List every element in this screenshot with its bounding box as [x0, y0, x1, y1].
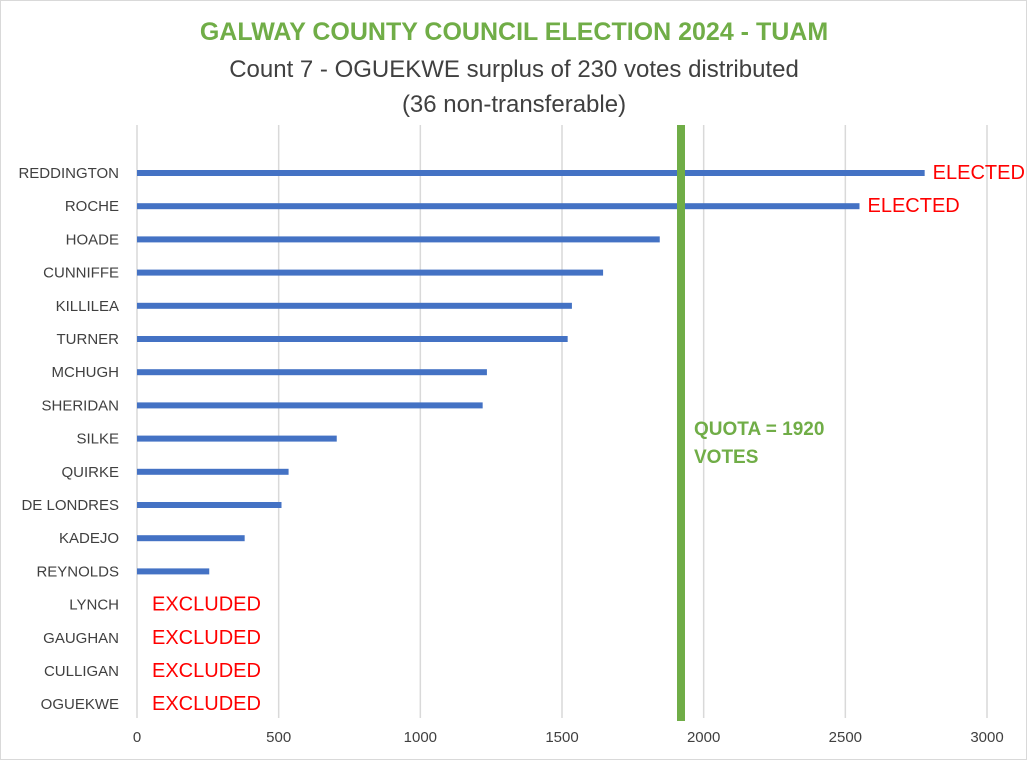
x-tick-label: 2000: [687, 729, 720, 746]
chart-subtitle-line2: (36 non-transferable): [401, 91, 627, 118]
category-label: ROCHE: [65, 198, 119, 215]
category-label: MCHUGH: [52, 364, 120, 381]
bar: [137, 302, 572, 309]
category-label: HOADE: [66, 231, 119, 248]
category-labels: REDDINGTON ROCHE HOADE CUNNIFFE KILLILEA TURN…: [18, 165, 119, 713]
category-label: LYNCH: [69, 597, 119, 614]
bar: [137, 535, 245, 542]
status-label: EXCLUDED: [152, 594, 261, 616]
quota-label-line2: VOTES: [694, 447, 758, 468]
category-label: SHERIDAN: [41, 397, 119, 414]
chart-title: GALWAY COUNTY COUNCIL ELECTION 2024 - TU…: [199, 18, 829, 46]
chart-subtitle-line1: Count 7 - OGUEKWE surplus of 230 votes d…: [229, 56, 799, 83]
category-label: DE LONDRES: [21, 497, 119, 514]
status-label: EXCLUDED: [152, 660, 261, 682]
status-label: ELECTED: [868, 195, 960, 217]
bar: [137, 336, 568, 342]
status-labels: ELECTED ELECTED EXCLUDED EXCLUDED EXCLUDED EX…: [152, 162, 1025, 715]
x-tick-label: 1500: [545, 729, 578, 746]
category-label: TURNER: [57, 331, 120, 348]
bar: [137, 369, 487, 376]
category-label: CULLIGAN: [44, 663, 119, 680]
category-label: GAUGHAN: [43, 630, 119, 647]
bar: [137, 203, 860, 210]
category-label: CUNNIFFE: [43, 265, 119, 282]
status-label: ELECTED: [933, 162, 1025, 184]
x-tick-label: 500: [266, 729, 291, 746]
category-label: QUIRKE: [61, 464, 119, 481]
category-label: OGUEKWE: [41, 696, 119, 713]
category-label: REYNOLDS: [36, 563, 119, 580]
bar: [137, 402, 483, 409]
category-label: SILKE: [76, 431, 119, 448]
bar: [137, 269, 604, 276]
bar: [137, 435, 337, 442]
bar: [137, 568, 210, 575]
quota-marker: QUOTA = 1920 VOTES: [677, 125, 824, 721]
category-label: KADEJO: [59, 530, 119, 547]
quota-label-line1: QUOTA = 1920: [694, 419, 824, 440]
x-tick-labels: 0 500 1000 1500 2000 2500 3000: [133, 729, 1004, 746]
gridlines: [136, 125, 988, 718]
x-tick-label: 2500: [829, 729, 862, 746]
x-tick-label: 0: [133, 729, 141, 746]
bar: [137, 170, 925, 176]
bars: [137, 170, 925, 575]
quota-line: [677, 125, 685, 721]
category-label: REDDINGTON: [18, 165, 119, 182]
x-tick-label: 1000: [404, 729, 437, 746]
x-tick-label: 3000: [970, 729, 1003, 746]
status-label: EXCLUDED: [152, 693, 261, 715]
category-label: KILLILEA: [56, 298, 119, 315]
bar: [137, 502, 282, 508]
bar: [137, 236, 660, 243]
status-label: EXCLUDED: [152, 627, 261, 649]
bar: [137, 468, 289, 475]
